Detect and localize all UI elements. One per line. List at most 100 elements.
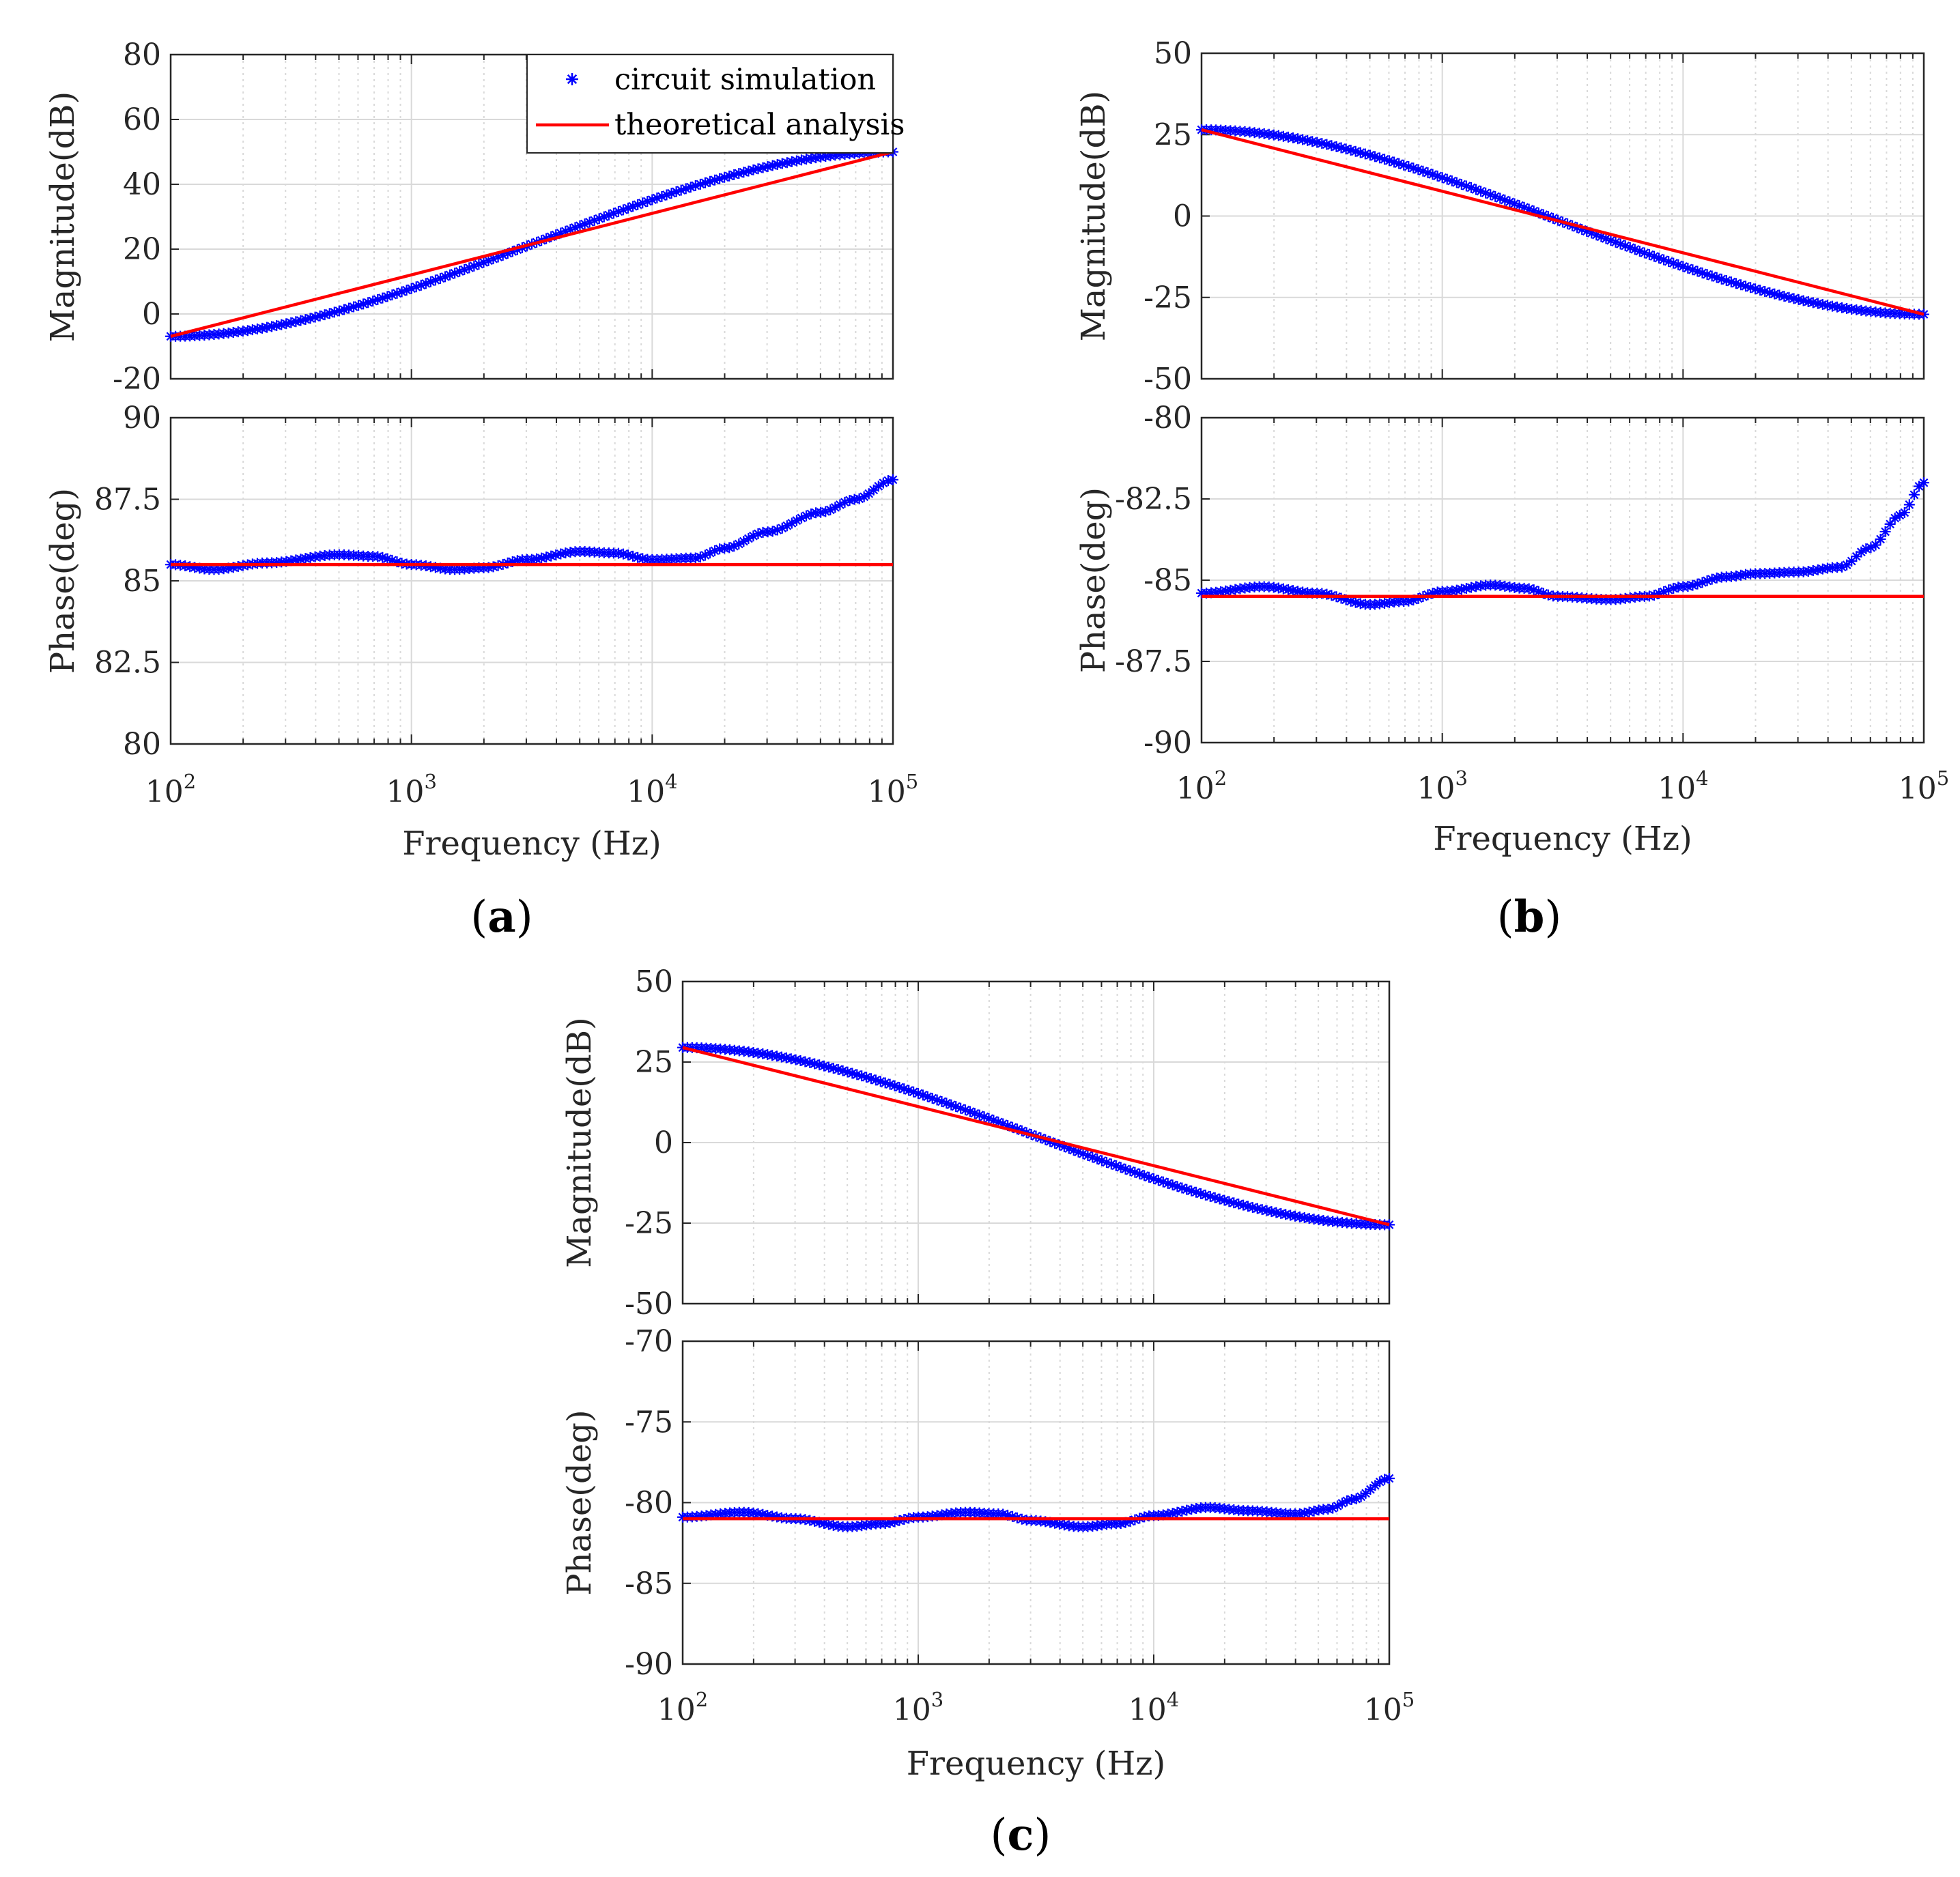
y-tick-label: -50 (625, 1287, 673, 1321)
simulation-marker (1326, 140, 1337, 152)
simulation-marker (825, 504, 836, 515)
simulation-marker (1134, 1169, 1146, 1180)
simulation-marker (1345, 144, 1357, 156)
simulation-marker (1266, 1206, 1277, 1218)
simulation-marker (1856, 546, 1867, 558)
simulation-marker (1144, 1171, 1155, 1183)
legend-box (526, 54, 894, 154)
simulation-marker (1120, 1163, 1131, 1175)
simulation-marker (584, 216, 595, 228)
simulation-marker (1120, 1517, 1131, 1528)
simulation-marker (1350, 1493, 1362, 1504)
simulation-marker (1292, 133, 1304, 145)
y-tick-label: 25 (635, 1045, 673, 1080)
simulation-marker (1412, 592, 1424, 604)
simulation-marker (738, 536, 750, 547)
simulation-marker (478, 257, 489, 268)
simulation-marker (1518, 201, 1530, 213)
simulation-marker (401, 285, 412, 296)
simulation-marker (1725, 276, 1737, 288)
simulation-marker (473, 259, 485, 270)
simulation-marker (1586, 227, 1597, 239)
simulation-marker (884, 1078, 896, 1090)
simulation-marker (1171, 1181, 1183, 1192)
simulation-marker (1523, 203, 1535, 215)
simulation-marker (295, 315, 307, 326)
simulation-marker (733, 538, 745, 549)
simulation-marker (1002, 1120, 1014, 1132)
simulation-marker (502, 557, 513, 569)
y-axis-label: Phase(deg) (44, 488, 82, 674)
simulation-marker (1316, 588, 1328, 599)
simulation-marker (1389, 156, 1400, 168)
simulation-marker (1374, 1476, 1386, 1488)
simulation-marker (827, 1063, 839, 1074)
simulation-marker (1225, 584, 1236, 596)
simulation-marker (1350, 597, 1361, 608)
simulation-marker (781, 520, 793, 532)
simulation-marker (497, 249, 509, 261)
simulation-marker (882, 475, 894, 487)
y-axis-label: Magnitude(dB) (44, 91, 82, 343)
simulation-marker (804, 1515, 816, 1526)
simulation-marker (290, 316, 302, 328)
simulation-marker (420, 278, 431, 289)
simulation-marker (386, 289, 398, 301)
simulation-marker (894, 1515, 905, 1526)
simulation-marker (1290, 1210, 1301, 1222)
simulation-marker (232, 560, 244, 572)
simulation-marker (1451, 584, 1462, 596)
simulation-marker (1408, 594, 1419, 606)
simulation-marker (1750, 283, 1761, 295)
y-tick-label: 50 (635, 964, 673, 999)
simulation-marker (719, 171, 730, 183)
simulation-marker (1696, 267, 1708, 278)
simulation-marker (1653, 253, 1665, 264)
simulation-marker (1427, 169, 1438, 180)
simulation-marker (1288, 585, 1299, 597)
simulation-marker (1209, 1192, 1221, 1203)
simulation-marker (1460, 180, 1472, 192)
theory-line (1201, 128, 1925, 316)
simulation-marker (1408, 162, 1419, 174)
x-tick-label: 103 (386, 770, 436, 809)
y-axis-label: Phase(deg) (560, 1409, 599, 1595)
simulation-marker (834, 499, 846, 511)
simulation-marker (870, 1074, 881, 1086)
simulation-marker (1398, 159, 1410, 171)
simulation-marker (618, 204, 629, 216)
y-tick-label: 87.5 (94, 483, 161, 517)
simulation-marker (1393, 158, 1405, 169)
simulation-marker (246, 324, 258, 336)
simulation-marker (623, 202, 634, 214)
simulation-marker (791, 515, 802, 526)
simulation-marker (483, 255, 494, 266)
simulation-marker (391, 556, 403, 568)
simulation-marker (1817, 299, 1828, 311)
simulation-marker (785, 1053, 797, 1065)
simulation-marker (1167, 1508, 1178, 1519)
simulation-marker (1384, 155, 1395, 167)
simulation-marker (795, 154, 807, 166)
simulation-marker (1124, 1515, 1136, 1527)
simulation-marker (271, 320, 283, 332)
simulation-marker (593, 213, 605, 225)
simulation-marker (872, 481, 884, 492)
simulation-marker (837, 1065, 849, 1076)
simulation-marker (1073, 1146, 1084, 1158)
simulation-marker (632, 199, 644, 210)
x-axis-label: Frequency (Hz) (1433, 820, 1692, 858)
simulation-marker (1793, 293, 1804, 305)
simulation-marker (801, 510, 812, 521)
simulation-marker (1427, 588, 1438, 599)
simulation-marker (1595, 231, 1607, 242)
simulation-marker (579, 218, 591, 230)
simulation-marker (1171, 1506, 1183, 1518)
simulation-marker (1783, 291, 1795, 303)
simulation-marker (889, 1516, 900, 1528)
y-tick-label: 80 (123, 38, 161, 72)
simulation-marker (767, 1050, 778, 1061)
simulation-marker (251, 324, 263, 335)
simulation-marker (1663, 584, 1675, 596)
simulation-marker (1638, 247, 1650, 259)
